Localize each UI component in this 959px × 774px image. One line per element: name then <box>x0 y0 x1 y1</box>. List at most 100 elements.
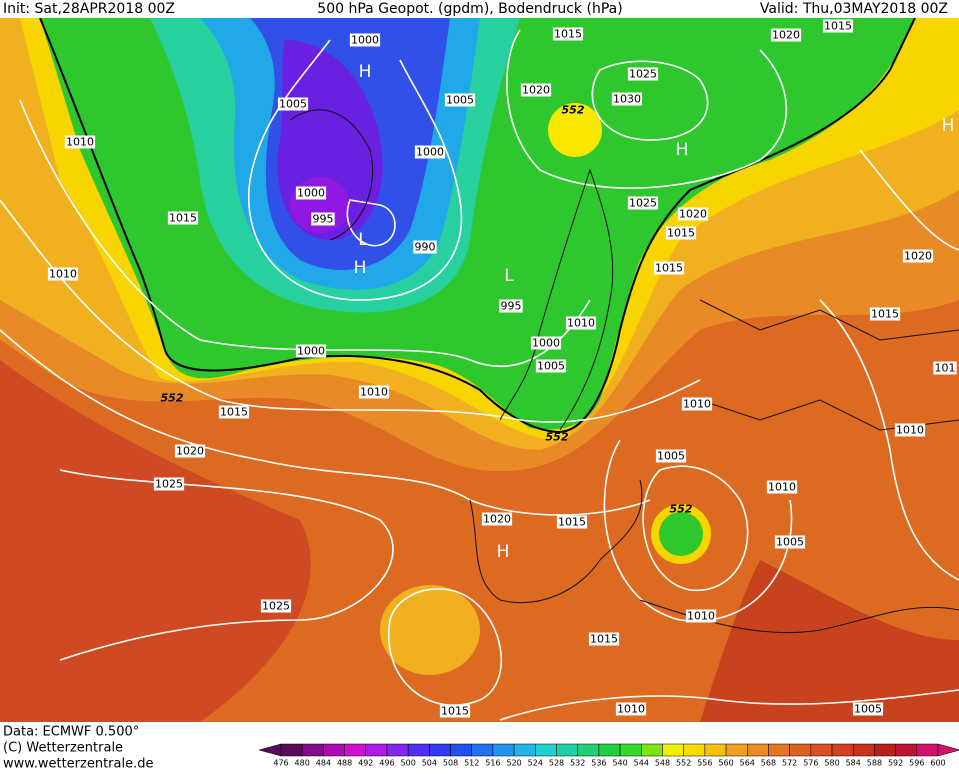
colorbar-tick-label: 480 <box>295 759 310 768</box>
colorbar-segment <box>407 743 430 757</box>
colorbar-tick-label: 560 <box>718 759 733 768</box>
isobar-label: 1015 <box>824 20 852 33</box>
label-box <box>627 196 659 210</box>
map-labels: 1000 1015 1020 1015 H 1025 1020 552 1005 1030 H 100… <box>47 19 957 718</box>
isobar-label: 1025 <box>629 197 657 210</box>
contour-label: 552 <box>562 104 585 117</box>
colorbar-segment <box>831 743 854 757</box>
isobar-label: 1015 <box>871 308 899 321</box>
label-box <box>565 316 597 330</box>
colorbar-tick-label: 476 <box>273 759 288 768</box>
label-box <box>902 249 934 263</box>
isobar-label: 990 <box>415 241 436 254</box>
label-box <box>681 397 713 411</box>
label-box <box>174 444 206 458</box>
colorbar-tick-label: 540 <box>612 759 627 768</box>
colorbar-tick-label: 584 <box>846 759 861 768</box>
label-box <box>653 261 685 275</box>
colorbar-segment <box>662 743 684 757</box>
isobar-label: 101 <box>935 362 956 375</box>
init-time: Init: Sat,28APR2018 00Z <box>3 1 175 17</box>
isobar-label: 1015 <box>667 227 695 240</box>
colorbar-tick-label: 548 <box>655 759 670 768</box>
colorbar-segment <box>450 743 472 757</box>
colorbar-segment <box>641 743 663 757</box>
isobar-label: 1000 <box>416 146 444 159</box>
colorbar-tick-label: 500 <box>401 759 416 768</box>
valid-time: Valid: Thu,03MAY2018 00Z <box>760 1 948 17</box>
colorbar-tick-label: 532 <box>570 759 585 768</box>
label-box <box>414 145 446 159</box>
isobar-label: 1025 <box>629 68 657 81</box>
label-box <box>444 93 476 107</box>
colorbar-tick-label: 556 <box>697 759 712 768</box>
label-box <box>556 515 588 529</box>
isobar-label: 1000 <box>351 34 379 47</box>
colorbar-tick-label: 492 <box>358 759 373 768</box>
colorbar-tick-label: 524 <box>528 759 543 768</box>
isobar-label: 1015 <box>169 212 197 225</box>
isobar-label: 1020 <box>483 513 511 526</box>
label-box <box>260 599 292 613</box>
isobar-label: 1020 <box>679 208 707 221</box>
colorbar-segment <box>365 743 388 757</box>
isobar-label: 1030 <box>613 93 641 106</box>
label-box <box>530 336 562 350</box>
label-box <box>552 27 584 41</box>
isobar-label: 1010 <box>683 398 711 411</box>
colorbar-tick-label: 484 <box>316 759 331 768</box>
label-box <box>295 344 327 358</box>
colorbar-tick-label: 588 <box>867 759 882 768</box>
website: www.wetterzentrale.de <box>3 757 153 771</box>
colorbar-segment <box>323 743 345 757</box>
isobar-label: 1025 <box>155 478 183 491</box>
colorbar-segment <box>619 743 642 757</box>
isobar-label: 995 <box>501 300 522 313</box>
label-box <box>349 33 381 47</box>
isobar-label: 1010 <box>567 317 595 330</box>
isobar-label: 1020 <box>904 250 932 263</box>
label-box <box>685 609 717 623</box>
colorbar-tick-label: 568 <box>761 759 776 768</box>
label-box <box>655 449 687 463</box>
label-box <box>766 480 798 494</box>
colorbar-tick-label: 504 <box>422 759 437 768</box>
pressure-center: H <box>354 258 367 278</box>
field-south-west <box>0 360 311 722</box>
colorbar-segment <box>768 743 790 757</box>
colorbar-segment <box>301 743 324 757</box>
colorbar-segment <box>789 743 812 757</box>
isobar-label: 1005 <box>446 94 474 107</box>
label-box <box>277 97 309 111</box>
colorbar-tick-label: 544 <box>634 759 649 768</box>
colorbar-segment <box>598 743 621 757</box>
field-green-cell <box>659 512 703 556</box>
copyright: (C) Wetterzentrale <box>3 741 123 756</box>
colorbar-tick-label: 572 <box>782 759 797 768</box>
colorbar-tick-label: 592 <box>888 759 903 768</box>
label-box <box>481 512 513 526</box>
isobar-label: 1010 <box>896 424 924 437</box>
colorbar-tick-label: 512 <box>464 759 479 768</box>
isobar-label: 1015 <box>441 705 469 718</box>
isobar-label: 1020 <box>176 445 204 458</box>
isobar-label: 1000 <box>297 345 325 358</box>
label-box <box>611 92 643 106</box>
colorbar-segment <box>810 743 833 757</box>
colorbar-segment <box>704 743 727 757</box>
isobar-label: 1005 <box>537 360 565 373</box>
map <box>0 18 959 722</box>
isobar-label: 1010 <box>49 268 77 281</box>
colorbar-tick-label: 508 <box>443 759 458 768</box>
label-box <box>439 704 471 718</box>
colorbar-segment <box>556 743 578 757</box>
label-box <box>665 226 697 240</box>
colorbar-tick-label: 576 <box>803 759 818 768</box>
colorbar-segment <box>386 743 409 757</box>
isobar-label: 1000 <box>297 187 325 200</box>
label-box <box>933 361 957 375</box>
isobar-label: 1005 <box>279 98 307 111</box>
label-box <box>520 83 552 97</box>
label-box <box>627 67 659 81</box>
label-box <box>615 702 647 716</box>
